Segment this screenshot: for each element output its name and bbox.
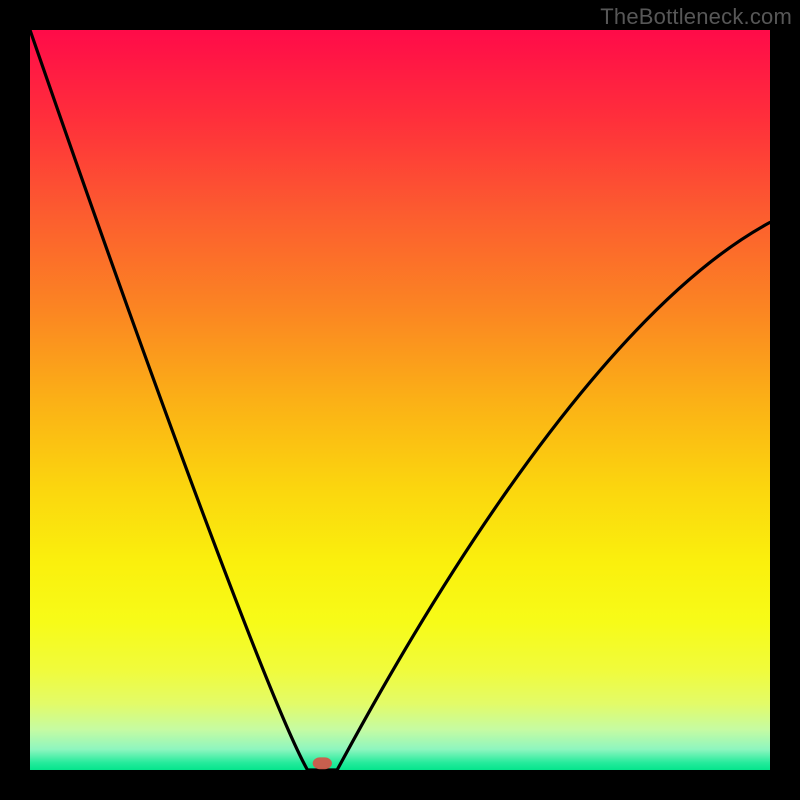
watermark-text: TheBottleneck.com xyxy=(600,4,792,30)
optimal-marker xyxy=(313,757,332,769)
bottleneck-chart xyxy=(0,0,800,800)
chart-container: TheBottleneck.com xyxy=(0,0,800,800)
